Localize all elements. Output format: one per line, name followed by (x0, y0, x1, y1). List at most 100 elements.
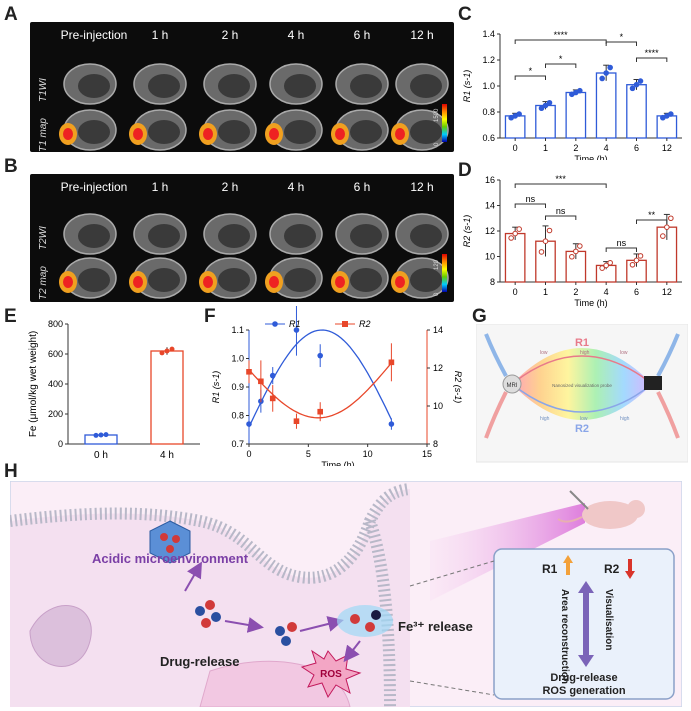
mri-inner-r0-c1 (148, 74, 180, 98)
header-a-3: 4 h (287, 28, 305, 42)
data-point (633, 81, 640, 88)
header-a-0: Pre-injection (60, 28, 128, 42)
g-high-1: high (580, 350, 590, 356)
tumor-core-r1-c0 (63, 276, 73, 288)
g-low-3: low (580, 416, 588, 422)
mri-inner-r1-c0 (78, 268, 110, 292)
x-tick-label: 12 (662, 143, 672, 153)
point-R2 (258, 378, 264, 385)
data-point (668, 111, 674, 117)
tumor-core-r1-c1 (133, 276, 143, 288)
arrow-right-down (656, 391, 680, 439)
y-tick-label: 1.4 (482, 29, 495, 39)
data-point (159, 350, 165, 356)
chart-f: 0.7 0.8 0.9 1.0 1.1 8 10 12 14 0 5 10 15 Time (h) R1 (… (211, 306, 463, 466)
y-tick-label: 10 (485, 252, 495, 262)
data-point (512, 230, 518, 237)
tumor-core-r1-c2 (203, 128, 213, 140)
significance-bracket (605, 41, 637, 46)
mri-inner-r0-c0 (78, 224, 110, 248)
point-R1 (246, 421, 252, 427)
bar (504, 232, 526, 283)
fe-release-label: Fe³⁺ release (398, 619, 473, 634)
significance-label: * (620, 32, 624, 42)
header-b-3: 4 h (287, 180, 305, 194)
header-b-0: Pre-injection (60, 180, 128, 194)
data-point (546, 99, 553, 106)
inset-drug-release: Drug-release (550, 672, 617, 684)
y-tick-label: 12 (485, 226, 495, 236)
x-tick-label: 0 h (94, 450, 108, 461)
y-tick-label: 200 (48, 409, 63, 419)
ros-label: ROS (320, 669, 342, 680)
y-tick-label-left: 0.8 (231, 411, 244, 421)
y-tick-label: 0.6 (482, 133, 495, 143)
y-tick-label-right: 12 (433, 363, 443, 373)
data-point (542, 238, 549, 244)
data-point (664, 224, 670, 230)
mri-inner-r0-c5 (410, 74, 442, 98)
mri-inner-r0-c4 (350, 224, 382, 248)
data-point (538, 105, 545, 112)
significance-bracket (514, 39, 607, 44)
y-tick-label: 1.0 (482, 81, 495, 91)
y-tick-label: 8 (490, 277, 495, 287)
data-point (573, 248, 579, 255)
data-point (164, 348, 170, 354)
colorbar-a-min: 0 (434, 142, 440, 146)
x-tick-label: 10 (363, 449, 373, 459)
point-R1 (269, 372, 276, 379)
mri-inner-r1-c3 (284, 120, 316, 144)
y-tick-label-left: 1.0 (231, 354, 244, 364)
y-tick-label-left: 1.1 (231, 325, 244, 335)
mri-inner-r1-c0 (78, 120, 110, 144)
x-axis-label: Time (h) (321, 460, 354, 466)
y-axis-label: Fe (μmol/kg wet weight) (28, 331, 39, 437)
arrow-acidic (184, 561, 202, 592)
header-a-1: 1 h (151, 28, 169, 42)
colorbar-b-min: 0 (434, 292, 440, 296)
data-point (169, 346, 175, 352)
mri-inner-r1-c2 (218, 120, 250, 144)
data-point (93, 432, 99, 438)
arrow-left-down (484, 391, 508, 439)
significance-bracket (514, 203, 546, 208)
point-R2 (317, 408, 323, 415)
data-point (599, 265, 605, 271)
arrow-ros (343, 640, 361, 663)
legend-marker-r1 (272, 321, 278, 327)
g-low-2: low (620, 350, 628, 356)
point-R2 (388, 359, 395, 366)
arrow-fe (299, 616, 344, 632)
y-tick-label: 1.2 (482, 55, 495, 65)
r2-label-g: R2 (575, 423, 589, 435)
mouse-body (582, 501, 638, 529)
mri-images-b (59, 213, 449, 299)
y-tick-label-right: 8 (433, 439, 438, 449)
mri-inner-r0-c0 (78, 74, 110, 98)
tumor-core-r1-c0 (63, 128, 73, 140)
y-tick-label-right: 10 (433, 401, 443, 411)
mri-inner-r0-c2 (218, 224, 250, 248)
significance-bracket (545, 63, 577, 68)
cell-membrane (10, 483, 411, 584)
significance-bracket (636, 219, 668, 224)
significance-label: ** (648, 210, 656, 220)
mri-inner-r1-c4 (350, 268, 382, 292)
panel-label-c: C (458, 4, 472, 25)
r2-arc (511, 383, 653, 413)
y-tick-label-left: 0.7 (231, 439, 244, 449)
mri-inner-r0-c3 (284, 224, 316, 248)
data-point (508, 235, 514, 241)
r1-arc (511, 355, 653, 385)
data-point (569, 253, 575, 260)
mri-inner-r0-c1 (148, 224, 180, 248)
bar (504, 115, 526, 139)
tumor-core-r1-c2 (203, 276, 213, 288)
y-tick-label: 16 (485, 175, 495, 185)
y-axis-label-left: R1 (s-1) (211, 371, 221, 404)
bar (595, 72, 617, 139)
significance-bracket (514, 183, 607, 188)
x-tick-label: 4 (604, 287, 609, 297)
